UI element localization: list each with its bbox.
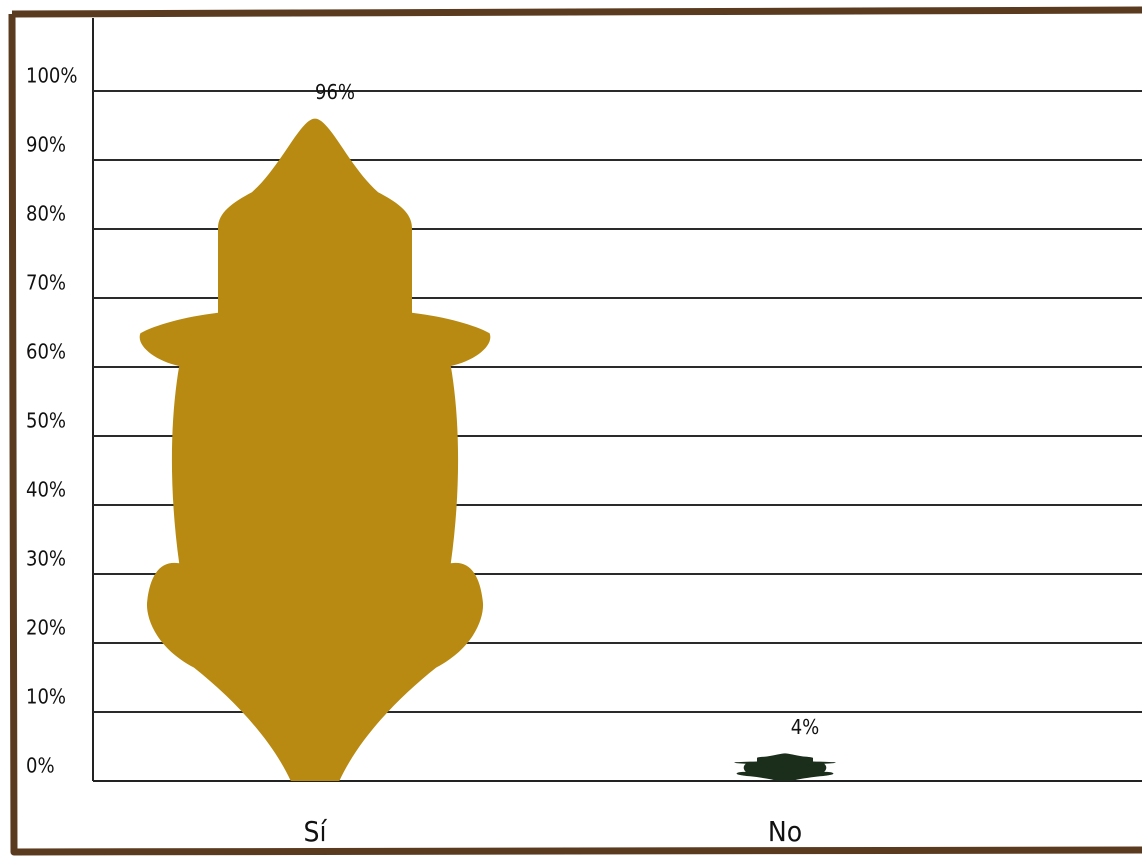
bar	[734, 753, 836, 781]
y-tick-label: 20%	[26, 616, 66, 640]
y-tick-label: 50%	[26, 409, 66, 433]
x-tick-label: Sí	[304, 815, 328, 848]
bar	[139, 118, 491, 782]
y-tick-label: 40%	[26, 478, 66, 502]
y-tick-label: 0%	[26, 754, 55, 778]
y-tick-label: 80%	[26, 202, 66, 226]
y-tick-label: 60%	[26, 340, 66, 364]
y-tick-label: 100%	[26, 64, 77, 88]
y-tick-label: 70%	[26, 271, 66, 295]
y-tick-label: 30%	[26, 547, 66, 571]
y-tick-label: 90%	[26, 133, 66, 157]
x-tick-label: No	[768, 815, 802, 848]
value-label: 96%	[315, 80, 355, 104]
value-label: 4%	[791, 715, 820, 739]
frame	[8, 6, 1142, 856]
y-tick-label: 10%	[26, 685, 66, 709]
